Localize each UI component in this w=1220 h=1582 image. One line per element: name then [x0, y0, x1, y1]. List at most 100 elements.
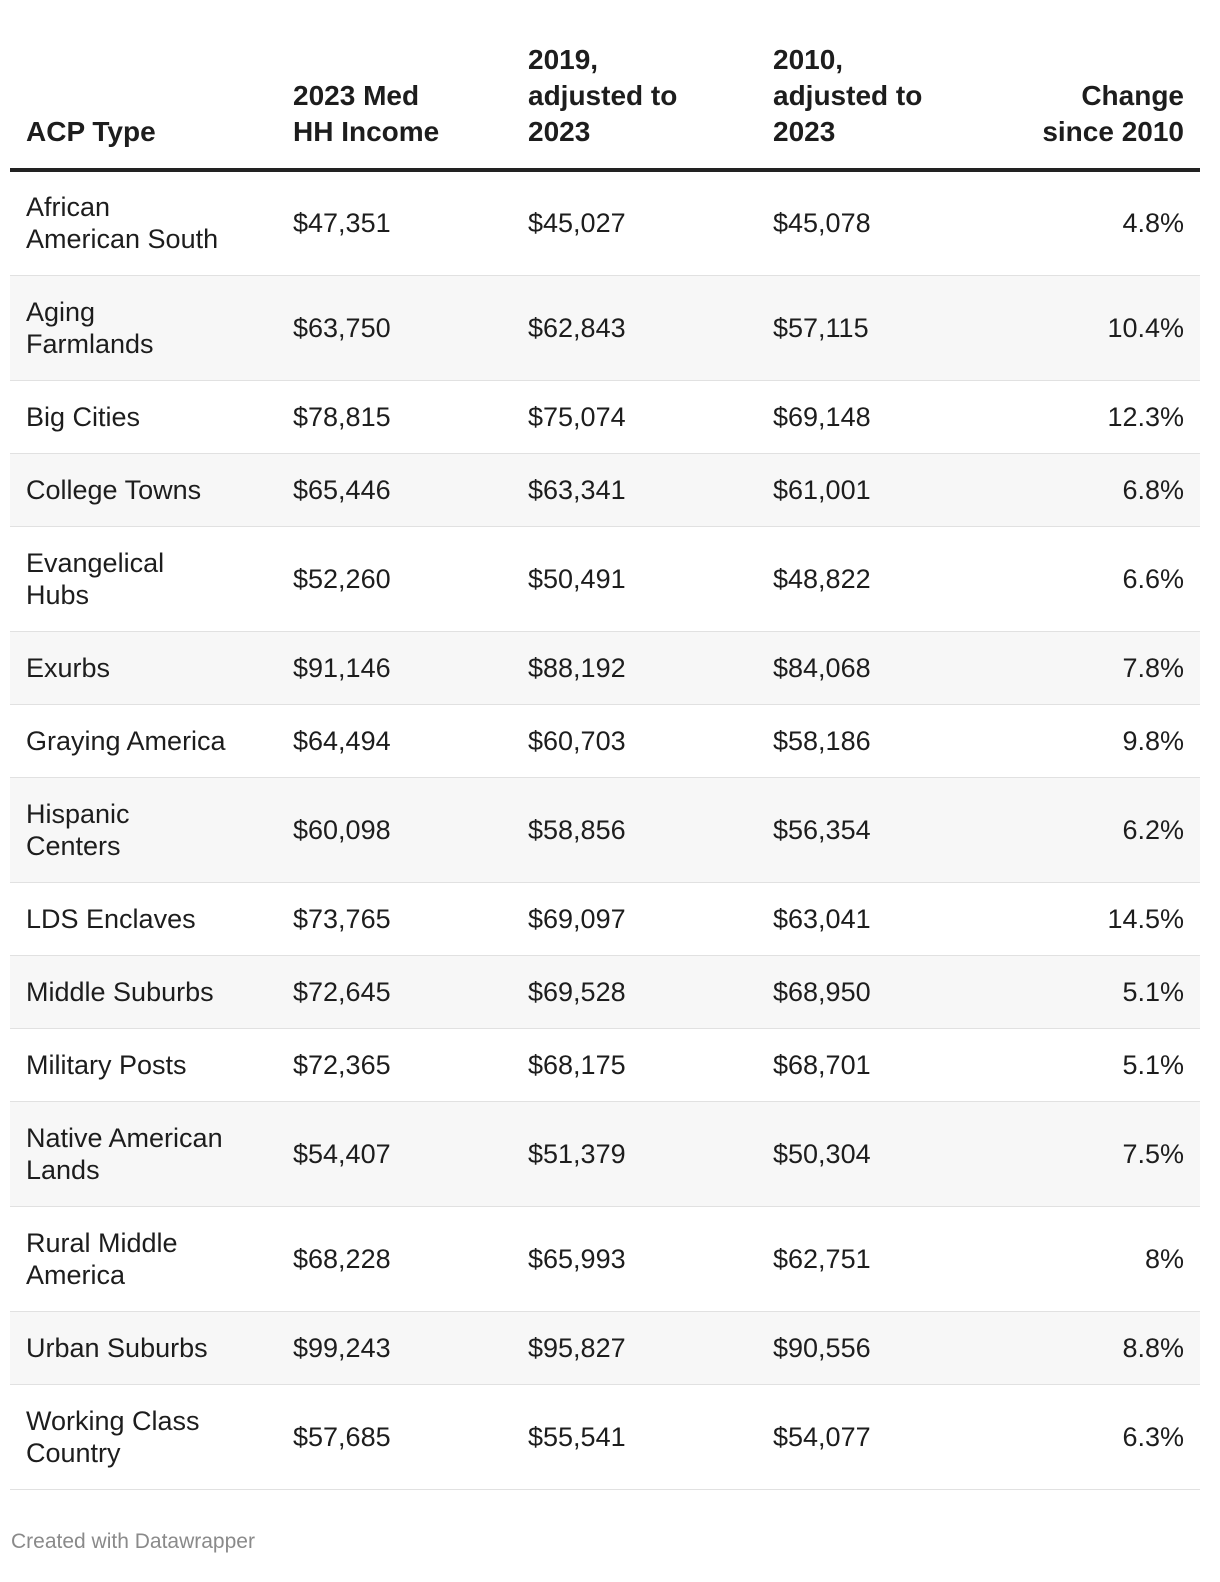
acp-type-cell: Graying America [10, 704, 277, 778]
income-2010-adjusted-cell: $50,304 [757, 1101, 987, 1207]
change-cell: 6.8% [987, 453, 1200, 527]
income-2019-adjusted-cell: $58,856 [512, 777, 757, 883]
table-body: African American South $47,351 $45,027 $45,… [10, 170, 1200, 1490]
income-2019-adjusted-cell: $75,074 [512, 380, 757, 454]
income-2019-adjusted-cell: $68,175 [512, 1028, 757, 1102]
table-row: Evangelical Hubs $52,260 $50,491 $48,822 6.6… [10, 526, 1200, 632]
acp-type-cell: Big Cities [10, 380, 277, 454]
income-2023-cell: $68,228 [277, 1206, 512, 1312]
income-2010-adjusted-cell: $48,822 [757, 526, 987, 632]
acp-type-cell: College Towns [10, 453, 277, 527]
income-2023-cell: $65,446 [277, 453, 512, 527]
income-2010-adjusted-cell: $90,556 [757, 1311, 987, 1385]
change-cell: 8.8% [987, 1311, 1200, 1385]
table-row: Working Class Country $57,685 $55,541 $54,0… [10, 1384, 1200, 1490]
change-cell: 14.5% [987, 882, 1200, 956]
income-2019-adjusted-cell: $88,192 [512, 631, 757, 705]
income-2023-cell: $91,146 [277, 631, 512, 705]
income-2023-cell: $72,365 [277, 1028, 512, 1102]
change-cell: 7.8% [987, 631, 1200, 705]
income-2019-adjusted-cell: $55,541 [512, 1384, 757, 1490]
income-table: ACP Type 2023 Med HH Income 2019, adjust… [10, 0, 1200, 1490]
acp-type-cell: Urban Suburbs [10, 1311, 277, 1385]
change-cell: 5.1% [987, 955, 1200, 1029]
acp-type-cell: Native American Lands [10, 1101, 277, 1207]
acp-type-cell: Rural Middle America [10, 1206, 277, 1312]
income-2010-adjusted-cell: $68,950 [757, 955, 987, 1029]
table-row: Military Posts $72,365 $68,175 $68,701 5.1% [10, 1028, 1200, 1102]
column-header-2019-adjusted: 2019, adjusted to 2023 [512, 0, 757, 172]
table-row: Big Cities $78,815 $75,074 $69,148 12.3% [10, 380, 1200, 454]
table-row: Hispanic Centers $60,098 $58,856 $56,354 6.2… [10, 777, 1200, 883]
income-table-container: ACP Type 2023 Med HH Income 2019, adjust… [10, 0, 1200, 1490]
acp-type-cell: LDS Enclaves [10, 882, 277, 956]
column-header-2010-adjusted: 2010, adjusted to 2023 [757, 0, 987, 172]
income-2010-adjusted-cell: $54,077 [757, 1384, 987, 1490]
income-2019-adjusted-cell: $62,843 [512, 275, 757, 381]
income-2010-adjusted-cell: $69,148 [757, 380, 987, 454]
income-2010-adjusted-cell: $84,068 [757, 631, 987, 705]
table-row: Rural Middle America $68,228 $65,993 $62,75… [10, 1206, 1200, 1312]
income-2023-cell: $52,260 [277, 526, 512, 632]
income-2019-adjusted-cell: $60,703 [512, 704, 757, 778]
change-cell: 12.3% [987, 380, 1200, 454]
income-2023-cell: $72,645 [277, 955, 512, 1029]
income-2010-adjusted-cell: $45,078 [757, 170, 987, 276]
table-row: LDS Enclaves $73,765 $69,097 $63,041 14.5% [10, 882, 1200, 956]
change-cell: 10.4% [987, 275, 1200, 381]
change-cell: 5.1% [987, 1028, 1200, 1102]
table-row: Middle Suburbs $72,645 $69,528 $68,950 5.1% [10, 955, 1200, 1029]
datawrapper-credit: Created with Datawrapper [11, 1530, 255, 1553]
acp-type-cell: Working Class Country [10, 1384, 277, 1490]
income-2010-adjusted-cell: $63,041 [757, 882, 987, 956]
income-2023-cell: $60,098 [277, 777, 512, 883]
income-2019-adjusted-cell: $63,341 [512, 453, 757, 527]
column-header-2023-income: 2023 Med HH Income [277, 0, 512, 172]
change-cell: 6.6% [987, 526, 1200, 632]
income-2010-adjusted-cell: $58,186 [757, 704, 987, 778]
change-cell: 7.5% [987, 1101, 1200, 1207]
column-header-acp-type: ACP Type [10, 0, 277, 172]
table-row: Urban Suburbs $99,243 $95,827 $90,556 8.8% [10, 1311, 1200, 1385]
income-2023-cell: $57,685 [277, 1384, 512, 1490]
income-2019-adjusted-cell: $95,827 [512, 1311, 757, 1385]
income-2023-cell: $78,815 [277, 380, 512, 454]
income-2019-adjusted-cell: $65,993 [512, 1206, 757, 1312]
income-2023-cell: $54,407 [277, 1101, 512, 1207]
change-cell: 6.2% [987, 777, 1200, 883]
change-cell: 9.8% [987, 704, 1200, 778]
table-row: Native American Lands $54,407 $51,379 $50,3… [10, 1101, 1200, 1207]
income-2010-adjusted-cell: $68,701 [757, 1028, 987, 1102]
income-2019-adjusted-cell: $69,097 [512, 882, 757, 956]
income-2023-cell: $47,351 [277, 170, 512, 276]
income-2023-cell: $73,765 [277, 882, 512, 956]
income-2019-adjusted-cell: $51,379 [512, 1101, 757, 1207]
income-2010-adjusted-cell: $56,354 [757, 777, 987, 883]
acp-type-cell: African American South [10, 170, 277, 276]
acp-type-cell: Middle Suburbs [10, 955, 277, 1029]
change-cell: 4.8% [987, 170, 1200, 276]
income-2019-adjusted-cell: $69,528 [512, 955, 757, 1029]
income-2010-adjusted-cell: $57,115 [757, 275, 987, 381]
income-2010-adjusted-cell: $62,751 [757, 1206, 987, 1312]
table-row: Graying America $64,494 $60,703 $58,186 9.8% [10, 704, 1200, 778]
acp-type-cell: Military Posts [10, 1028, 277, 1102]
acp-type-cell: Hispanic Centers [10, 777, 277, 883]
income-2010-adjusted-cell: $61,001 [757, 453, 987, 527]
table-row: African American South $47,351 $45,027 $45,… [10, 170, 1200, 276]
income-2023-cell: $99,243 [277, 1311, 512, 1385]
table-row: Aging Farmlands $63,750 $62,843 $57,115 10.4… [10, 275, 1200, 381]
change-cell: 6.3% [987, 1384, 1200, 1490]
acp-type-cell: Evangelical Hubs [10, 526, 277, 632]
header-row: ACP Type 2023 Med HH Income 2019, adjust… [10, 0, 1200, 172]
income-2019-adjusted-cell: $45,027 [512, 170, 757, 276]
acp-type-cell: Exurbs [10, 631, 277, 705]
table-row: College Towns $65,446 $63,341 $61,001 6.8% [10, 453, 1200, 527]
table-header: ACP Type 2023 Med HH Income 2019, adjust… [10, 0, 1200, 172]
income-2023-cell: $63,750 [277, 275, 512, 381]
column-header-change: Change since 2010 [987, 0, 1200, 172]
change-cell: 8% [987, 1206, 1200, 1312]
acp-type-cell: Aging Farmlands [10, 275, 277, 381]
table-row: Exurbs $91,146 $88,192 $84,068 7.8% [10, 631, 1200, 705]
income-2019-adjusted-cell: $50,491 [512, 526, 757, 632]
